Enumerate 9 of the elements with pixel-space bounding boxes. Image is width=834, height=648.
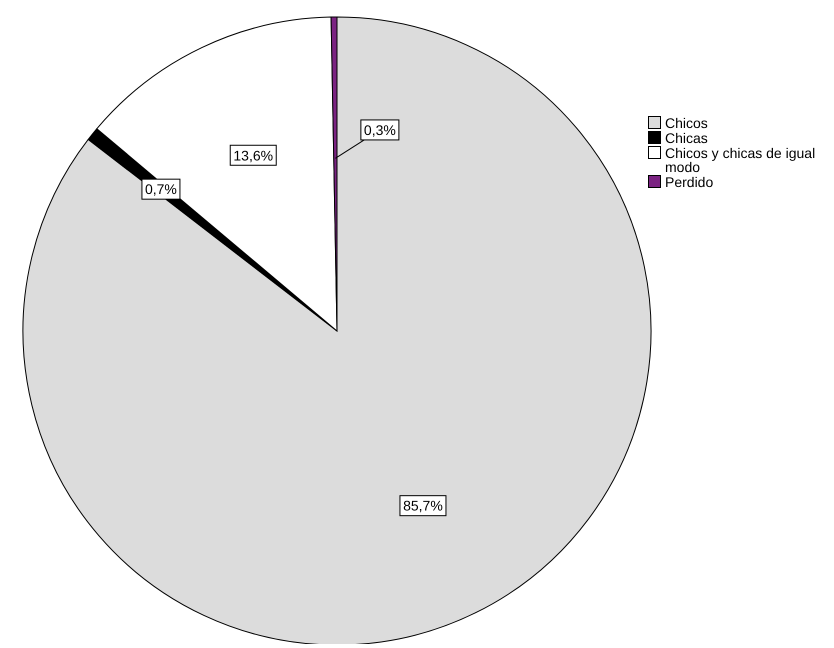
data-label: 13,6% bbox=[233, 147, 274, 164]
legend-label: Chicos y chicas de igual modo bbox=[665, 145, 816, 175]
legend-label: Perdido bbox=[665, 174, 714, 190]
data-label: 0,7% bbox=[144, 181, 177, 198]
data-label: 0,3% bbox=[364, 122, 396, 138]
legend-label: Chicos bbox=[665, 115, 708, 131]
data-label: 85,7% bbox=[403, 498, 443, 514]
pie-slice bbox=[22, 16, 652, 644]
legend-label: Chicas bbox=[665, 130, 708, 146]
